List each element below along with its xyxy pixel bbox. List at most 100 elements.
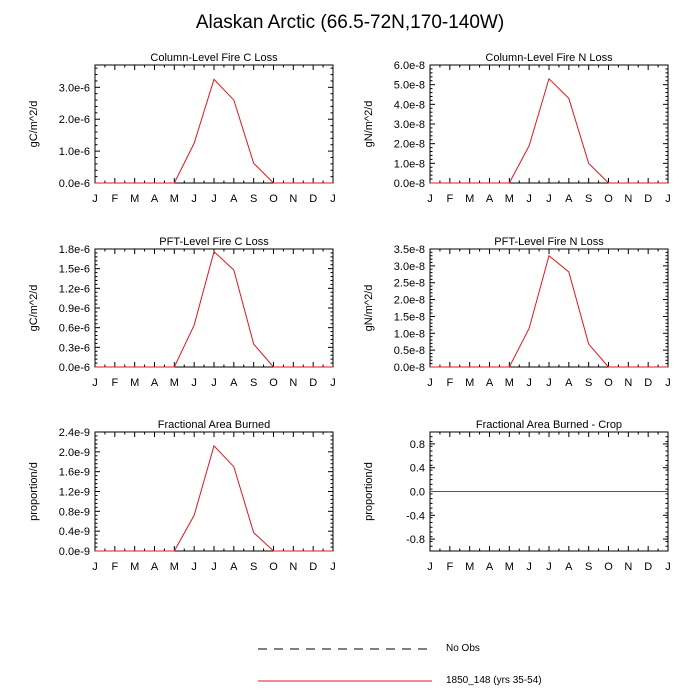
- plot-frame: [429, 64, 669, 184]
- x-tick-label: A: [151, 377, 159, 389]
- x-tick-label: A: [565, 377, 573, 389]
- y-tick-label: 1.0e-6: [59, 146, 90, 158]
- y-tick-label: 0.6e-6: [59, 323, 90, 335]
- y-tick-label: 0.4: [410, 463, 425, 475]
- series-line: [430, 254, 668, 368]
- x-tick-label: F: [111, 193, 118, 205]
- y-tick-label: 0.0e-9: [59, 546, 90, 558]
- y-tick-label: 1.5e-8: [394, 311, 425, 323]
- x-tick-label: J: [546, 193, 552, 205]
- x-tick-label: M: [465, 561, 474, 573]
- x-tick-label: J: [526, 561, 532, 573]
- x-tick-label: O: [604, 377, 613, 389]
- x-tick-label: F: [446, 193, 453, 205]
- y-axis-label: proportion/d: [28, 462, 40, 521]
- x-tick-label: M: [505, 193, 514, 205]
- y-tick-label: 2.5e-8: [394, 278, 425, 290]
- x-tick-label: N: [289, 193, 297, 205]
- x-tick-label: A: [151, 193, 159, 205]
- y-tick-label: 1.2e-6: [59, 283, 90, 295]
- y-tick-label: 0.8e-9: [59, 506, 90, 518]
- x-tick-label: A: [230, 561, 238, 573]
- x-tick-label: O: [269, 193, 278, 205]
- series-line: [430, 77, 668, 184]
- y-tick-label: 0.5e-8: [394, 345, 425, 357]
- panel-6: Fractional Area Burned - Crop proportion/…: [363, 419, 671, 573]
- x-tick-label: D: [644, 561, 652, 573]
- x-tick-label: D: [309, 561, 317, 573]
- y-tick-label: 0.0e-8: [394, 362, 425, 374]
- x-tick-label: M: [505, 561, 514, 573]
- x-tick-label: N: [289, 377, 297, 389]
- panel-title: Column-Level Fire N Loss: [485, 52, 613, 64]
- x-tick-label: S: [250, 193, 257, 205]
- x-tick-label: J: [427, 561, 433, 573]
- y-tick-label: 2.0e-9: [59, 447, 90, 459]
- series-line: [95, 78, 333, 184]
- x-tick-label: J: [211, 193, 217, 205]
- y-tick-label: 3.5e-8: [394, 244, 425, 256]
- y-tick-label: 3.0e-6: [59, 82, 90, 94]
- x-tick-label: F: [446, 561, 453, 573]
- plot-frame: [429, 248, 669, 368]
- x-tick-label: A: [565, 193, 573, 205]
- x-tick-label: J: [92, 193, 98, 205]
- x-tick-label: S: [250, 561, 257, 573]
- y-tick-label: 1.0e-8: [394, 158, 425, 170]
- x-tick-label: A: [230, 193, 238, 205]
- y-tick-label: 0.8: [410, 439, 425, 451]
- y-tick-label: 0.0: [410, 487, 425, 499]
- plot-frame: [94, 431, 334, 552]
- page-title: Alaskan Arctic (66.5-72N,170-140W): [195, 12, 505, 33]
- panel-title: Fractional Area Burned - Crop: [476, 419, 622, 431]
- x-tick-label: D: [644, 193, 652, 205]
- x-tick-label: J: [427, 377, 433, 389]
- x-tick-label: N: [624, 377, 632, 389]
- x-tick-label: S: [585, 193, 592, 205]
- y-tick-label: 0.0e-6: [59, 362, 90, 374]
- x-tick-label: M: [465, 377, 474, 389]
- panel-title: PFT-Level Fire N Loss: [494, 236, 604, 248]
- y-axis-label: gC/m^2/d: [28, 101, 40, 148]
- x-tick-label: D: [644, 377, 652, 389]
- legend: [258, 648, 432, 682]
- x-tick-label: A: [486, 377, 494, 389]
- y-axis-label: gC/m^2/d: [28, 285, 40, 332]
- x-tick-label: S: [250, 377, 257, 389]
- x-tick-label: N: [624, 193, 632, 205]
- x-tick-label: J: [92, 561, 98, 573]
- y-tick-label: 0.0e-6: [59, 178, 90, 190]
- x-tick-label: J: [665, 377, 671, 389]
- y-tick-label: 2.0e-8: [394, 139, 425, 151]
- y-tick-label: 1.6e-9: [59, 467, 90, 479]
- y-tick-label: 5.0e-8: [394, 80, 425, 92]
- x-tick-label: J: [211, 377, 217, 389]
- plot-frame: [94, 64, 334, 184]
- y-tick-label: 3.0e-8: [394, 261, 425, 273]
- y-tick-label: 1.5e-6: [59, 264, 90, 276]
- x-tick-label: O: [269, 561, 278, 573]
- x-tick-label: F: [111, 377, 118, 389]
- x-tick-label: S: [585, 561, 592, 573]
- x-tick-label: O: [269, 377, 278, 389]
- x-tick-label: D: [309, 193, 317, 205]
- y-tick-label: 1.0e-8: [394, 328, 425, 340]
- x-tick-label: A: [230, 377, 238, 389]
- y-tick-label: -0.4: [406, 510, 425, 522]
- series-line: [95, 444, 333, 552]
- x-tick-label: N: [289, 561, 297, 573]
- x-tick-label: M: [130, 377, 139, 389]
- y-tick-label: 2.0e-8: [394, 295, 425, 307]
- y-tick-label: 6.0e-8: [394, 60, 425, 72]
- y-tick-label: 0.3e-6: [59, 342, 90, 354]
- panel-title: PFT-Level Fire C Loss: [159, 236, 269, 248]
- y-tick-label: 2.0e-6: [59, 114, 90, 126]
- x-tick-label: F: [446, 377, 453, 389]
- x-tick-label: J: [665, 561, 671, 573]
- x-tick-label: J: [211, 561, 217, 573]
- y-tick-label: 2.4e-9: [59, 427, 90, 439]
